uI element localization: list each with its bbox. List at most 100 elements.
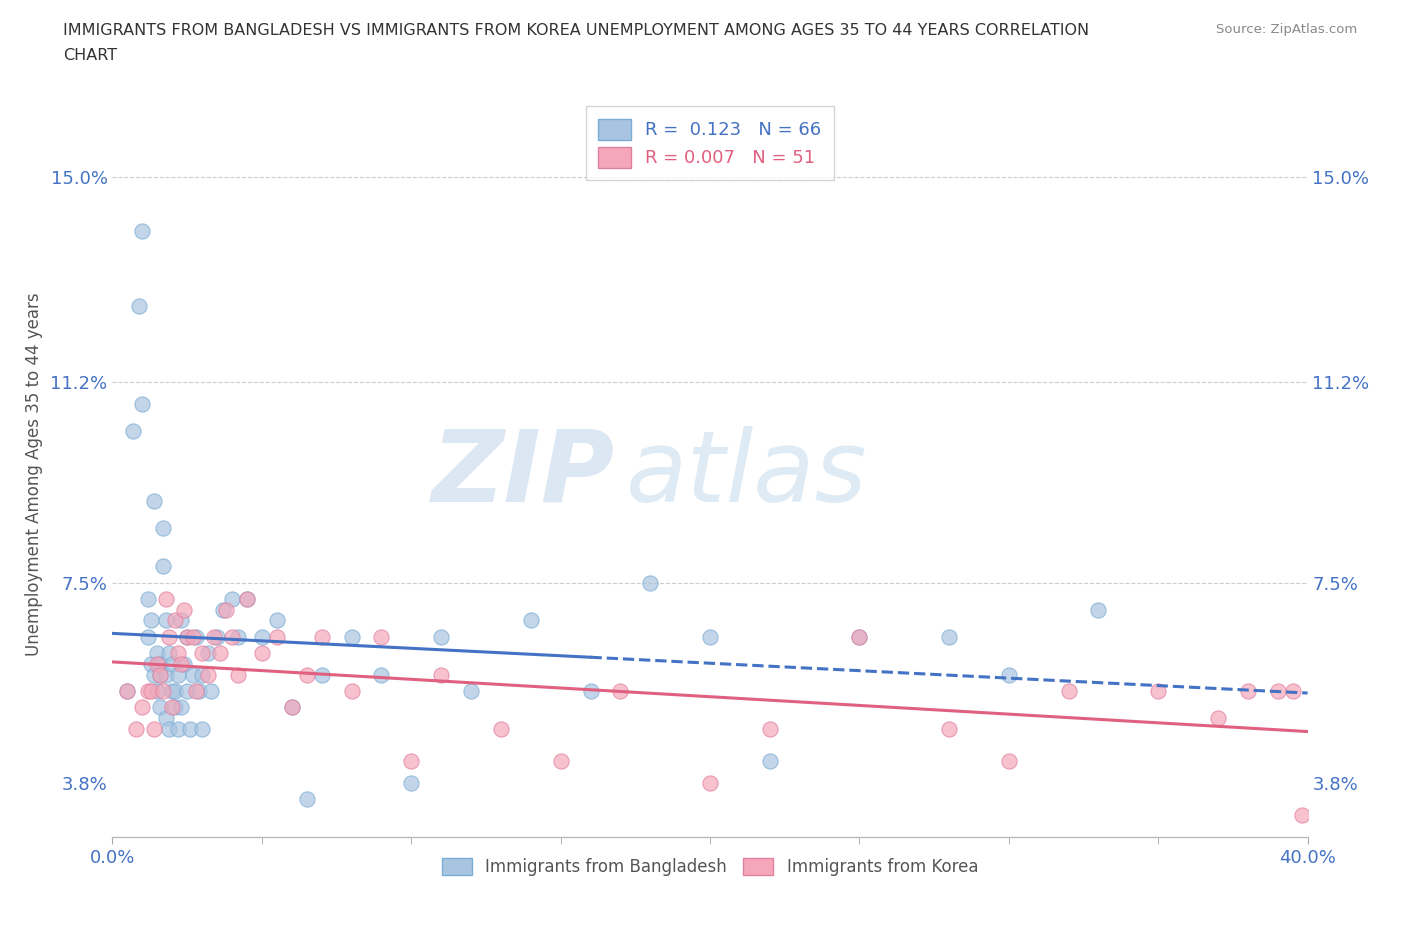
Point	[311, 667, 333, 682]
Point	[162, 684, 183, 698]
Point	[221, 630, 243, 644]
Point	[460, 684, 482, 698]
Point	[167, 645, 190, 660]
Point	[165, 699, 187, 714]
Point	[226, 630, 249, 644]
Point	[167, 667, 190, 682]
Point	[295, 791, 318, 806]
Point	[938, 630, 960, 644]
Point	[179, 722, 201, 737]
Point	[157, 630, 180, 644]
Point	[759, 754, 782, 769]
Point	[1267, 684, 1289, 698]
Text: IMMIGRANTS FROM BANGLADESH VS IMMIGRANTS FROM KOREA UNEMPLOYMENT AMONG AGES 35 T: IMMIGRANTS FROM BANGLADESH VS IMMIGRANTS…	[63, 23, 1090, 38]
Point	[202, 630, 225, 644]
Point	[141, 684, 163, 698]
Point	[122, 423, 145, 438]
Point	[430, 667, 453, 682]
Point	[340, 684, 363, 698]
Point	[149, 699, 172, 714]
Point	[212, 603, 235, 618]
Point	[141, 613, 163, 628]
Point	[205, 630, 228, 644]
Point	[155, 667, 177, 682]
Point	[181, 667, 204, 682]
Point	[191, 645, 214, 660]
Point	[250, 630, 273, 644]
Point	[138, 684, 160, 698]
Point	[155, 591, 177, 606]
Point	[236, 591, 259, 606]
Point	[181, 630, 204, 644]
Point	[157, 645, 180, 660]
Point	[143, 722, 166, 737]
Point	[131, 223, 153, 238]
Point	[281, 699, 304, 714]
Point	[173, 603, 195, 618]
Point	[281, 699, 304, 714]
Point	[938, 722, 960, 737]
Text: CHART: CHART	[63, 48, 117, 63]
Point	[197, 645, 219, 660]
Point	[191, 667, 214, 682]
Point	[430, 630, 453, 644]
Point	[173, 657, 195, 671]
Point	[131, 396, 153, 411]
Point	[340, 630, 363, 644]
Point	[117, 684, 139, 698]
Point	[155, 613, 177, 628]
Point	[579, 684, 602, 698]
Point	[152, 684, 174, 698]
Point	[152, 559, 174, 574]
Point	[520, 613, 543, 628]
Point	[401, 754, 423, 769]
Point	[699, 776, 721, 790]
Point	[370, 630, 392, 644]
Point	[162, 657, 183, 671]
Point	[209, 645, 232, 660]
Point	[640, 575, 662, 590]
Point	[401, 776, 423, 790]
Point	[609, 684, 631, 698]
Point	[176, 630, 198, 644]
Point	[167, 722, 190, 737]
Point	[250, 645, 273, 660]
Point	[170, 699, 193, 714]
Point	[489, 722, 512, 737]
Point	[550, 754, 572, 769]
Point	[149, 667, 172, 682]
Point	[699, 630, 721, 644]
Point	[149, 667, 172, 682]
Point	[236, 591, 259, 606]
Point	[1281, 684, 1303, 698]
Text: Source: ZipAtlas.com: Source: ZipAtlas.com	[1216, 23, 1357, 36]
Point	[188, 684, 211, 698]
Point	[998, 667, 1021, 682]
Point	[221, 591, 243, 606]
Point	[998, 754, 1021, 769]
Point	[848, 630, 870, 644]
Point	[143, 494, 166, 509]
Point	[759, 722, 782, 737]
Point	[165, 613, 187, 628]
Y-axis label: Unemployment Among Ages 35 to 44 years: Unemployment Among Ages 35 to 44 years	[25, 293, 42, 656]
Point	[165, 684, 187, 698]
Point	[141, 657, 163, 671]
Point	[143, 667, 166, 682]
Point	[186, 684, 208, 698]
Point	[370, 667, 392, 682]
Point	[186, 630, 208, 644]
Point	[1206, 711, 1229, 725]
Point	[170, 613, 193, 628]
Point	[1237, 684, 1260, 698]
Point	[200, 684, 222, 698]
Point	[155, 711, 177, 725]
Point	[1147, 684, 1170, 698]
Point	[138, 591, 160, 606]
Point	[176, 630, 198, 644]
Legend: Immigrants from Bangladesh, Immigrants from Korea: Immigrants from Bangladesh, Immigrants f…	[434, 852, 986, 883]
Point	[117, 684, 139, 698]
Point	[152, 521, 174, 536]
Point	[138, 630, 160, 644]
Point	[191, 722, 214, 737]
